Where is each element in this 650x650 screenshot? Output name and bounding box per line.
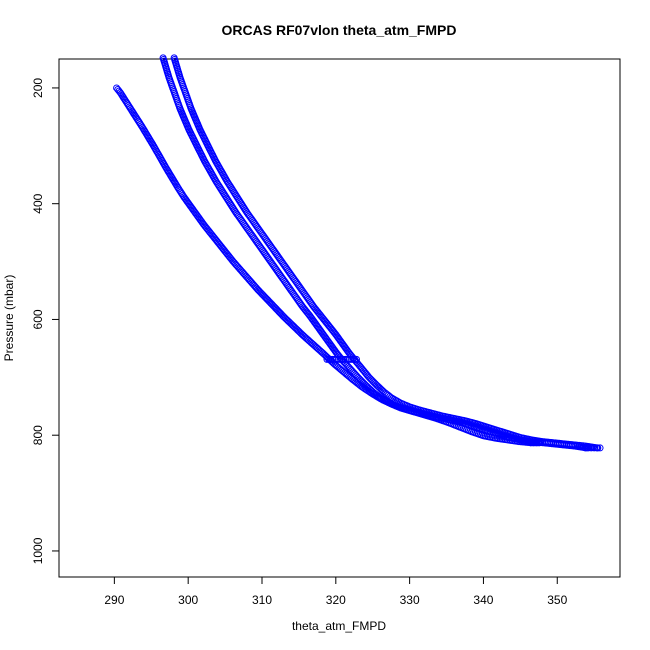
x-tick-label: 330	[400, 593, 420, 607]
data-point	[349, 355, 357, 363]
data-point	[281, 314, 289, 322]
data-point	[289, 321, 297, 329]
data-point	[293, 326, 301, 334]
data-point	[286, 319, 294, 327]
data-points	[113, 54, 604, 452]
x-tick-label: 290	[104, 593, 124, 607]
x-tick-label: 310	[252, 593, 272, 607]
data-point	[351, 355, 359, 363]
chart-title: ORCAS RF07vlon theta_atm_FMPD	[222, 22, 457, 38]
data-point	[295, 327, 303, 335]
y-axis: 200 400 600 800 1000	[31, 78, 60, 564]
x-tick-label: 350	[547, 593, 567, 607]
data-point	[279, 312, 287, 320]
y-tick-label: 1000	[31, 537, 45, 564]
x-tick-label: 300	[178, 593, 198, 607]
data-point	[280, 313, 288, 321]
data-point	[297, 329, 305, 337]
data-point	[533, 439, 541, 447]
data-point	[296, 328, 304, 336]
y-tick-label: 400	[31, 193, 45, 213]
data-point	[352, 355, 360, 363]
plot-frame	[58, 58, 621, 578]
data-point	[536, 439, 544, 447]
data-point	[593, 444, 601, 452]
y-tick-label: 200	[31, 78, 45, 98]
data-point	[283, 315, 291, 323]
data-point	[292, 325, 300, 333]
data-point	[291, 324, 299, 332]
data-point	[360, 380, 368, 388]
y-axis-label: Pressure (mbar)	[2, 275, 16, 362]
data-point	[596, 444, 604, 452]
data-point	[371, 380, 379, 388]
data-point	[285, 318, 293, 326]
data-point	[284, 317, 292, 325]
x-axis-label: theta_atm_FMPD	[292, 619, 386, 633]
y-tick-label: 600	[31, 309, 45, 329]
data-point	[287, 320, 295, 328]
x-tick-label: 320	[326, 593, 346, 607]
data-point	[320, 350, 328, 358]
data-point	[321, 351, 329, 359]
data-point	[290, 322, 298, 330]
x-tick-label: 340	[473, 593, 493, 607]
y-tick-label: 800	[31, 425, 45, 445]
x-axis: 290 300 310 320 330 340 350	[104, 576, 568, 607]
